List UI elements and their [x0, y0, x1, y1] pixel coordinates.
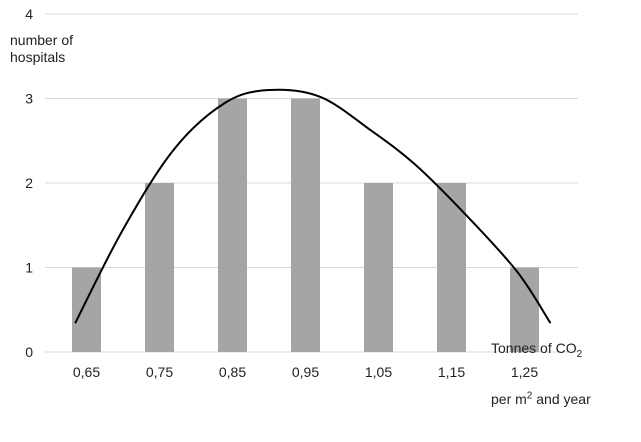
y-tick-label-4: 4	[25, 6, 33, 22]
bar-2	[218, 98, 247, 352]
x-tick-label-1: 0,75	[146, 364, 173, 380]
y-tick-label-2: 2	[25, 175, 33, 191]
y-tick-label-1: 1	[25, 260, 33, 276]
x-tick-label-5: 1,15	[438, 364, 465, 380]
bar-4	[364, 183, 393, 352]
x-axis-label-line-2-text-a: per m	[491, 391, 527, 407]
chart-svg: 0 1 2 3 4 0,65 0,75 0,85 0,95 1,05 1,15 1,25	[25, 6, 578, 380]
bar-1	[145, 183, 174, 352]
y-axis-label-line-1: number of	[10, 32, 74, 48]
fitted-curve-path	[74, 88, 552, 324]
y-axis-ticks: 0 1 2 3 4	[25, 6, 33, 360]
x-axis-label-line-1: Tonnes of CO2	[491, 340, 639, 360]
x-axis-label-line-2: per m2 and year	[491, 391, 639, 408]
y-tick-label-3: 3	[25, 91, 33, 107]
y-tick-label-0: 0	[25, 344, 33, 360]
y-axis-label: number of hospitals	[10, 32, 110, 66]
x-axis-label-line-1-subscript: 2	[576, 348, 583, 360]
x-tick-label-3: 0,95	[292, 364, 319, 380]
y-axis-label-line-2: hospitals	[10, 49, 66, 65]
bar-3	[291, 98, 320, 352]
chart-root: 0 1 2 3 4 0,65 0,75 0,85 0,95 1,05 1,15 1,25 numbe…	[10, 6, 591, 407]
bar-5	[437, 183, 466, 352]
fitted-curve	[74, 88, 552, 324]
x-tick-label-4: 1,05	[365, 364, 392, 380]
x-axis-label-line-2-text-b: and year	[532, 391, 591, 407]
x-axis-label-line-1-text: Tonnes of CO	[491, 340, 577, 356]
x-tick-label-2: 0,85	[219, 364, 246, 380]
x-axis-label: Tonnes of CO2 per m2 and year	[491, 306, 639, 442]
x-tick-label-6: 1,25	[511, 364, 538, 380]
x-tick-label-0: 0,65	[73, 364, 100, 380]
bar-series	[72, 98, 539, 352]
x-axis-ticks: 0,65 0,75 0,85 0,95 1,05 1,15 1,25	[73, 364, 538, 380]
